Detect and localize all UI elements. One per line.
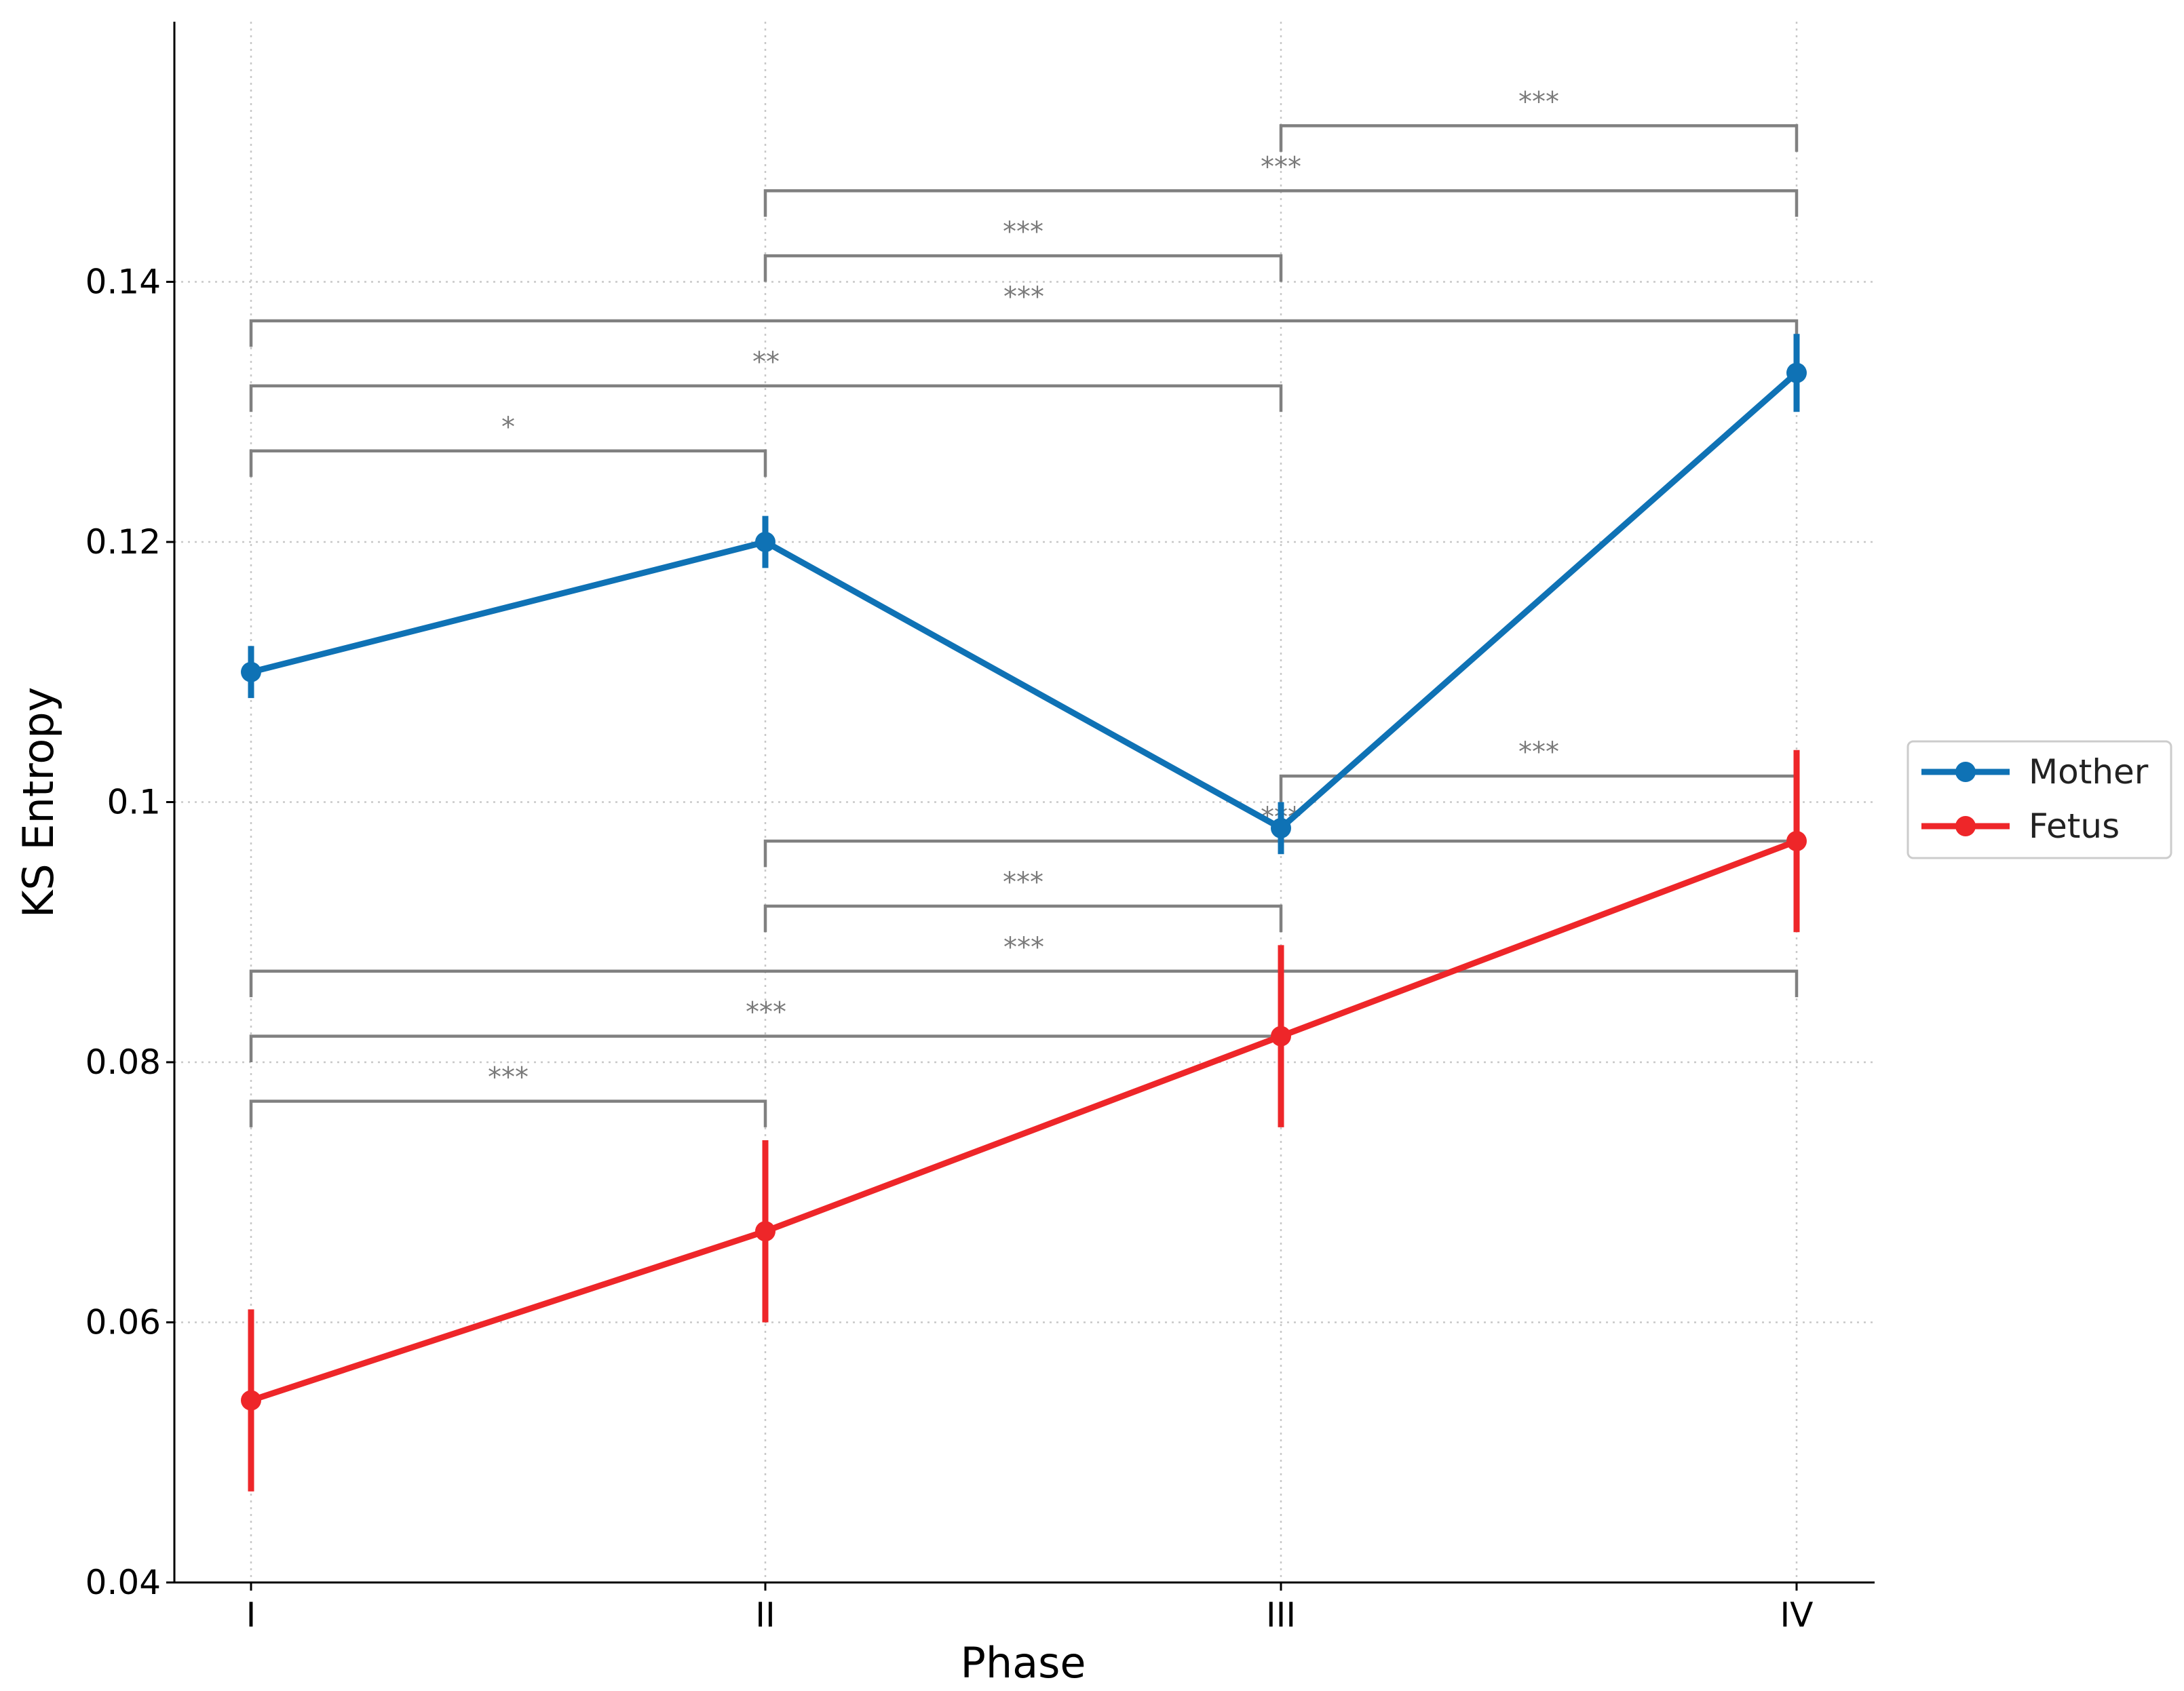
significance-bracket <box>1279 124 1799 152</box>
significance-bracket <box>763 189 1799 217</box>
y-tick-label: 0.06 <box>85 1303 161 1342</box>
significance-label: *** <box>488 1062 529 1093</box>
series-line-fetus <box>250 838 1798 1403</box>
data-point <box>1786 362 1807 383</box>
y-ticks: 0.04 0.06 0.08 0.1 0.12 0.14 <box>85 263 174 1602</box>
significance-label: * <box>501 412 515 443</box>
y-tick-label: 0.08 <box>85 1043 161 1082</box>
significance-label: *** <box>1518 737 1559 768</box>
y-tick-label: 0.14 <box>85 263 161 302</box>
legend-swatch-marker <box>1955 762 1976 782</box>
x-axis-title: Phase <box>960 1638 1086 1688</box>
data-point <box>241 661 261 682</box>
significance-label: *** <box>1003 867 1043 898</box>
significance-bracket <box>763 904 1283 933</box>
y-axis-title: KS Entropy <box>14 687 63 918</box>
data-point <box>1271 817 1291 838</box>
significance-label: *** <box>1261 151 1301 182</box>
data-point <box>241 1390 261 1411</box>
significance-bracket <box>249 1100 767 1127</box>
legend-label: Fetus <box>2029 806 2120 846</box>
significance-label: *** <box>1003 932 1044 963</box>
x-tick-label: II <box>755 1595 775 1635</box>
data-point <box>1786 831 1807 852</box>
y-tick-label: 0.12 <box>85 522 161 562</box>
significance-bracket <box>249 319 1799 347</box>
series-line-mother <box>250 370 1799 832</box>
significance-label: *** <box>1003 281 1044 313</box>
legend: Mother Fetus <box>1907 740 2172 859</box>
x-tick-label: III <box>1266 1595 1296 1635</box>
x-tick-label: IV <box>1780 1595 1814 1635</box>
significance-label: *** <box>746 997 786 1028</box>
significance-bracket <box>249 969 1799 998</box>
legend-label: Mother <box>2029 752 2149 792</box>
y-tick-label: 0.1 <box>107 783 161 822</box>
data-point <box>755 1221 775 1242</box>
x-tick-label: I <box>246 1595 256 1635</box>
significance-label: ** <box>752 347 780 378</box>
significance-bracket <box>249 384 1283 412</box>
significance-bracket <box>1279 774 1799 802</box>
significance-label: *** <box>1518 86 1559 117</box>
significance-bracket <box>763 254 1283 282</box>
data-point <box>755 532 775 552</box>
data-point <box>1271 1026 1291 1047</box>
legend-swatch-marker <box>1955 816 1976 836</box>
significance-label: *** <box>1003 216 1043 248</box>
series-layer <box>241 334 1807 1492</box>
significance-brackets: ********************************* <box>249 86 1799 1127</box>
significance-bracket <box>249 449 767 478</box>
y-tick-label: 0.04 <box>85 1563 161 1602</box>
x-ticks: I II III IV <box>246 1582 1814 1635</box>
